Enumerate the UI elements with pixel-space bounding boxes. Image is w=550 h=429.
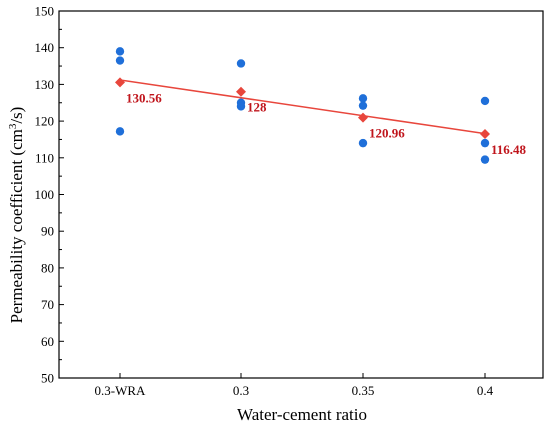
- data-point: [480, 96, 490, 106]
- y-tick-label: 60: [41, 334, 54, 349]
- y-tick-label: 140: [35, 40, 55, 55]
- data-point: [236, 102, 246, 111]
- mean-marker: [480, 129, 490, 140]
- y-axis-label: Permeability coefficient (cm3/s): [7, 107, 26, 324]
- x-tick-label: 0.3-WRA: [95, 383, 147, 398]
- y-tick-label: 130: [35, 77, 55, 92]
- y-tick-label: 90: [41, 224, 54, 239]
- y-tick-label: 110: [35, 150, 54, 165]
- data-point: [115, 56, 125, 65]
- data-point: [358, 138, 368, 148]
- y-tick-label: 120: [35, 114, 55, 129]
- data-point: [480, 155, 490, 164]
- trend-line: [119, 79, 486, 135]
- data-point: [115, 127, 125, 136]
- mean-marker: [236, 86, 246, 97]
- y-tick-label: 50: [41, 371, 54, 386]
- x-tick-label: 0.35: [352, 383, 375, 398]
- data-point: [358, 101, 368, 110]
- mean-marker: [115, 77, 125, 88]
- mean-value-label: 120.96: [369, 126, 405, 141]
- x-tick-label: 0.3: [233, 383, 249, 398]
- x-tick-label: 0.4: [477, 383, 494, 398]
- data-point: [358, 94, 368, 103]
- y-tick-label: 100: [35, 187, 55, 202]
- mean-marker: [358, 112, 368, 123]
- mean-value-label: 116.48: [491, 142, 527, 157]
- y-tick-label: 70: [41, 297, 54, 312]
- y-tick-label: 80: [41, 260, 54, 275]
- data-point: [115, 47, 125, 56]
- data-point: [236, 59, 246, 68]
- x-axis-label: Water-cement ratio: [237, 405, 367, 424]
- mean-value-label: 130.56: [126, 90, 162, 105]
- plot-frame: [58, 10, 544, 379]
- data-point: [480, 138, 490, 148]
- mean-value-label: 128: [247, 100, 267, 115]
- y-tick-label: 150: [35, 4, 55, 19]
